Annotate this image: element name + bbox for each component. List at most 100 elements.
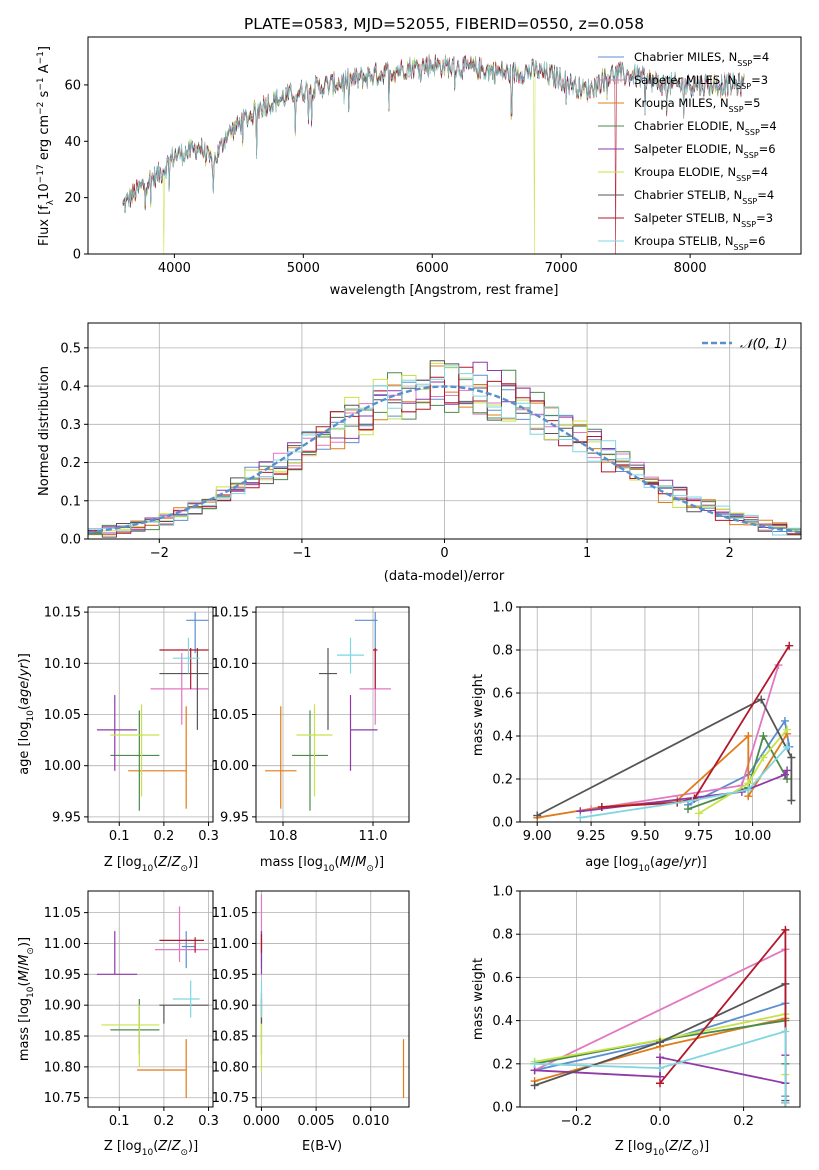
marker [597,802,606,811]
marker [781,925,790,934]
age-vs-mass-xlabel: mass [log10(M/M⊙)] [260,855,384,874]
series-kroupa-stelib [530,1027,790,1107]
y-tick-label: 10.15 [212,606,249,621]
marker [744,732,753,740]
spectrum-panel: 4000 5000 6000 7000 8000 0 20 40 60 wavelength [… [36,36,802,298]
series-salpeter-stelib [597,641,794,811]
errorbar-chabrier-stelib [159,1004,209,1024]
marker [684,805,692,814]
errorbar-chabrier-miles [355,612,378,654]
histogram-ylabel: Normed distribution [37,366,52,496]
normal-reference-legend-label: 𝒩(0, 1) [740,337,787,352]
series-lines [533,641,796,822]
x-tick-label: −0.2 [561,1114,593,1129]
mass-weight-vs-age-xlabel: age [log10(age/yr)] [585,855,707,874]
y-tick-label: 0.2 [60,456,81,471]
marker [785,641,794,650]
y-tick-label: 10.80 [44,1060,81,1075]
x-tick-label: 1 [583,546,591,561]
legend-entry: Kroupa STELIB, NSSP=6 [634,234,765,252]
legend-entry: Chabrier MILES, NSSP=4 [634,50,769,68]
y-tick-label: 0.3 [60,418,81,433]
spectrum-frame [87,36,802,255]
errorbar-salpeter-elodie [349,695,378,771]
errorbar-salpeter-elodie [96,695,138,771]
y-tick-label: 0.0 [60,533,81,548]
grid [256,607,409,822]
y-tick-label: 10.75 [44,1091,81,1106]
x-tick-label: 9.00 [523,829,552,844]
legend-entry: Chabrier STELIB, NSSP=4 [634,188,774,206]
y-tick-label: 0.6 [492,971,513,986]
x-tick-label: 9.75 [684,829,713,844]
y-tick-label: 10.15 [44,606,81,621]
legend-entry: Kroupa MILES, NSSP=5 [634,96,760,114]
errorbar-salpeter-miles [150,653,209,725]
data-points [96,906,209,1098]
marker [694,809,703,818]
x-tick-label: 0.1 [109,1114,130,1129]
histogram-legend: 𝒩(0, 1) [702,337,787,352]
legend-entry: Chabrier ELODIE, NSSP=4 [634,119,777,137]
x-tick-label: 9.25 [577,829,606,844]
y-tick-label: 0.2 [492,1057,513,1072]
age-vs-mass-panel: 10.8 11.0 9.95 10.00 10.05 10.10 10.15 [212,606,410,844]
data-points [265,612,391,811]
y-tick-label: 0.1 [60,494,81,509]
x-tick-label: 4000 [158,261,191,276]
y-tick-label: 10.85 [44,1030,81,1045]
x-tick-label: 0.000 [243,1114,280,1129]
x-tick-label: 0.2 [733,1114,754,1129]
age-vs-Z-ylabel: age [log10(age/yr)] [17,653,36,775]
errorbar-chabrier-elodie [292,710,328,811]
errorbar-chabrier-elodie [110,710,160,811]
x-tick-label: 7000 [545,261,578,276]
panel-frame [255,890,410,1108]
errorbar-kroupa-miles [137,1039,187,1098]
figure-title: PLATE=0583, MJD=52055, FIBERID=0550, z=0… [244,15,644,33]
y-tick-label: 10.90 [44,999,81,1014]
marker [780,716,789,725]
series-lines [530,925,790,1107]
errorbar-salpeter-stelib [373,647,378,689]
y-tick-label: 11.05 [44,906,81,921]
errorbar-chabrier-stelib [319,647,337,730]
mass-weight-vs-Z-xlabel: Z [log10(Z/Z⊙)] [615,1139,709,1158]
marker [757,695,766,704]
panel-frame [519,606,801,823]
marker [759,732,768,740]
y-tick-label: 40 [64,135,81,150]
panel-frame [87,890,214,1108]
x-tick-label: 6000 [416,261,449,276]
spectrum-line-kroupa-stelib [122,54,745,211]
mass-vs-Z-xlabel: Z [log10(Z/Z⊙)] [104,1139,198,1158]
y-tick-label: 10.95 [44,968,81,983]
marker [744,785,753,794]
y-tick-label: 11.00 [212,937,249,952]
y-tick-label: 10.00 [212,759,249,774]
series-chabrier-stelib [533,695,796,820]
y-tick-label: 0.4 [492,1014,513,1029]
marker [688,796,697,805]
errorbar-salpeter-miles [154,906,209,962]
series-salpeter-elodie [576,766,792,816]
x-tick-label: 0.2 [154,829,175,844]
errorbar-kroupa-stelib [172,637,200,674]
marker [787,796,796,805]
x-tick-label: 8000 [674,261,707,276]
y-tick-label: 0.4 [60,380,81,395]
spectrum-ylabel: Flux [fλ10−17 erg cm−2 s−1 A−1] [36,46,56,246]
mass-weight-vs-Z-panel: −0.2 0.0 0.2 0.0 0.2 0.4 0.6 0.8 1.0 [492,885,801,1129]
errorbar-chabrier-miles [186,612,209,654]
legend-entry: Salpeter STELIB, NSSP=3 [634,211,773,229]
errorbar-salpeter-stelib [159,647,209,689]
normal-reference-curve [87,385,802,534]
marker [533,811,542,820]
mass-weight-vs-age-ylabel: mass weight [471,674,486,756]
marker [783,742,792,751]
y-tick-label: 10.90 [212,999,249,1014]
spectrum-legend: Chabrier MILES, NSSP=4 Salpeter MILES, NS… [598,50,777,252]
y-tick-label: 60 [64,78,81,93]
grid [520,606,800,823]
